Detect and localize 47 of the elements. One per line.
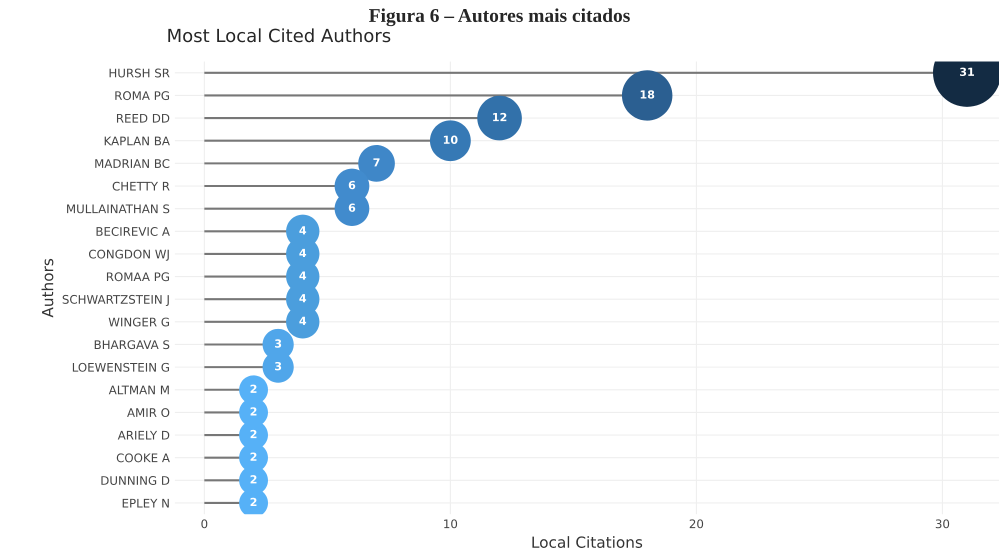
data-label: 18: [640, 90, 654, 99]
y-tick-label: AMIR O: [127, 408, 170, 418]
data-label: 2: [250, 384, 256, 393]
y-tick-label: MULLAINATHAN S: [67, 204, 170, 214]
chart-title: Most Local Cited Authors: [168, 28, 390, 42]
data-label: 3: [275, 339, 282, 348]
y-tick-label: ALTMAN M: [108, 386, 169, 394]
data-label: 4: [299, 272, 306, 280]
data-label: 2: [250, 430, 256, 438]
y-tick-label: CHETTY R: [112, 182, 170, 191]
data-label: 2: [250, 407, 256, 416]
y-tick-label: ROMAA PG: [106, 272, 169, 282]
y-tick-label: COOKE A: [116, 453, 170, 462]
y-tick-label: ROMA PG: [115, 91, 169, 100]
y-tick-label: REED DD: [116, 114, 170, 123]
data-label: 12: [493, 112, 506, 122]
x-tick-label: 10: [444, 519, 458, 528]
x-axis-title: Local Citations: [532, 536, 642, 548]
data-label: 2: [250, 498, 256, 506]
y-tick-label: DUNNING D: [101, 476, 170, 485]
data-label: 10: [444, 136, 458, 144]
y-axis-title: Authors: [42, 258, 54, 318]
y-tick-label: HURSH SR: [110, 68, 170, 78]
data-label: 4: [299, 226, 306, 234]
y-tick-label: LOEWENSTEIN G: [72, 362, 169, 372]
y-tick-label: BHARGAVA S: [94, 340, 170, 350]
y-tick-label: MADRIAN BC: [95, 159, 170, 168]
data-label: 4: [299, 248, 306, 257]
y-tick-label: ARIELY D: [118, 430, 170, 440]
data-label: 3: [275, 362, 282, 370]
y-tick-label: WINGER G: [108, 318, 169, 326]
data-label: 6: [348, 203, 356, 212]
data-label: 4: [299, 316, 306, 325]
x-tick-label: 0: [201, 519, 208, 528]
data-label: 2: [250, 452, 256, 461]
y-tick-label: CONGDON WJ: [88, 250, 169, 261]
data-label: 6: [348, 180, 356, 190]
x-tick-label: 30: [936, 519, 950, 528]
y-tick-label: KAPLAN BA: [104, 136, 170, 146]
y-tick-label: BECIREVIC A: [96, 227, 170, 236]
y-tick-label: SCHWARTZSTEIN J: [62, 294, 169, 306]
x-tick-label: 20: [690, 519, 704, 528]
data-label: 7: [373, 158, 380, 166]
text: Figura 6 – Autores mais citados: [369, 8, 630, 26]
data-label: 4: [299, 294, 306, 302]
y-tick-label: EPLEY N: [122, 498, 169, 508]
data-label: 2: [250, 475, 256, 484]
